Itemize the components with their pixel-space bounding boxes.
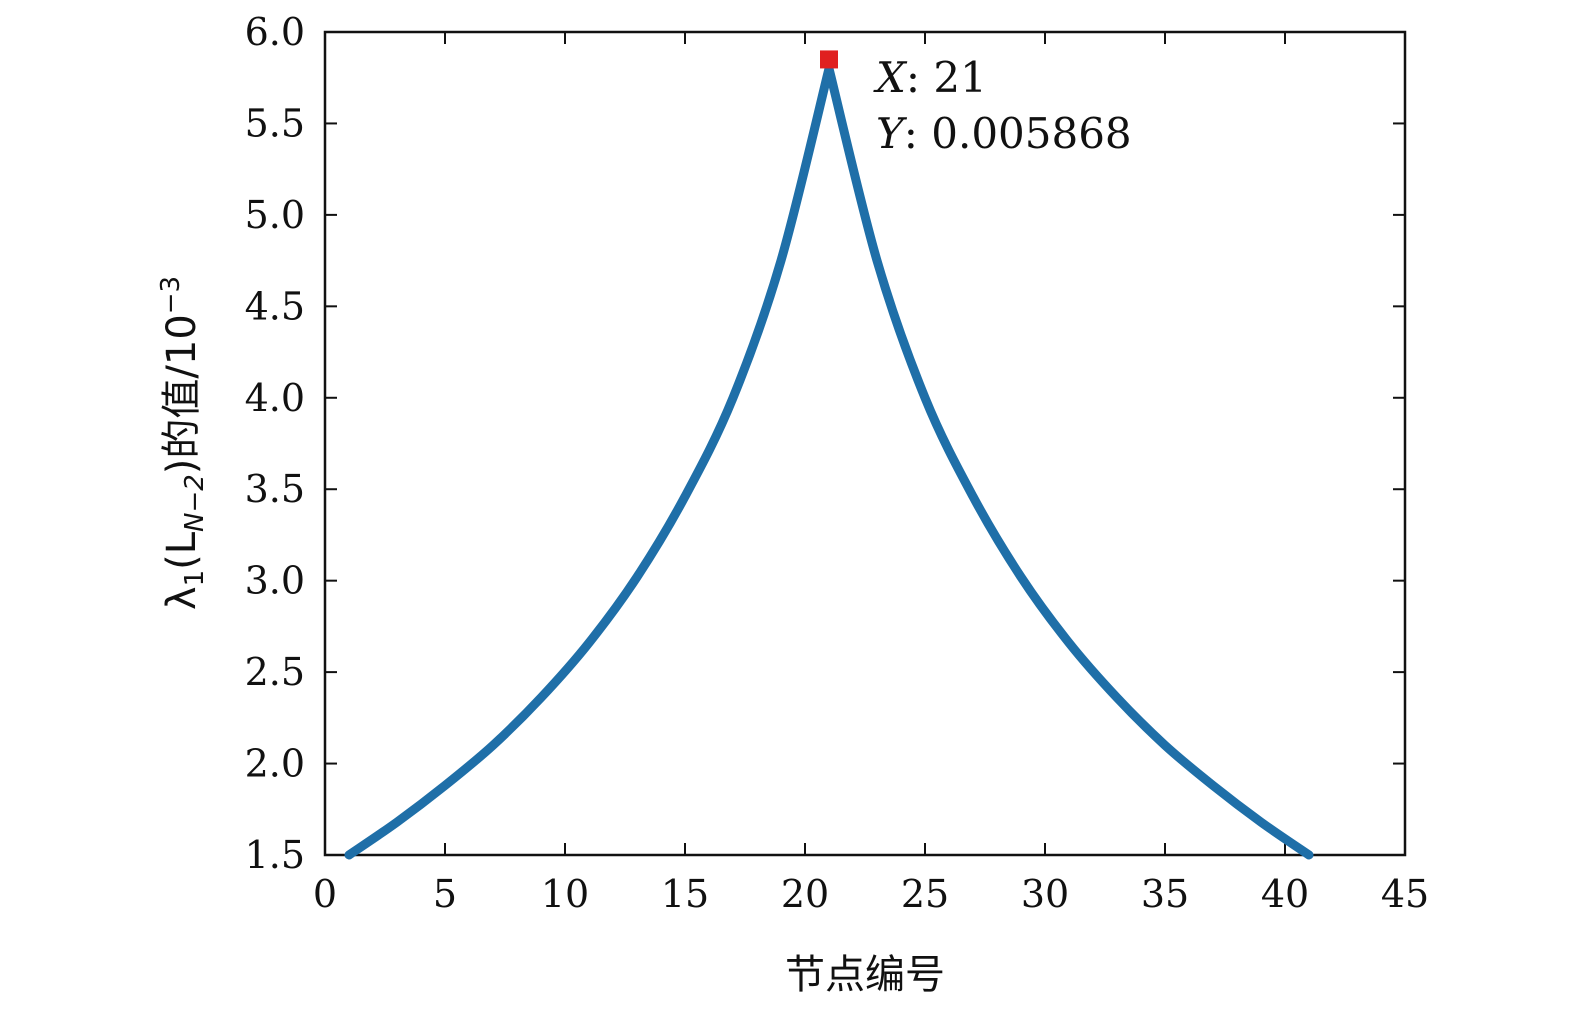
series-line — [344, 64, 1314, 860]
y-tick-label: 5.5 — [245, 101, 305, 145]
y-tick-label: 3.0 — [245, 559, 305, 603]
y-tick-label: 2.0 — [245, 742, 305, 786]
x-tick-label: 35 — [1141, 872, 1189, 916]
datatip-x-line: X: 21 — [873, 53, 987, 102]
y-title-L-sub: N−2 — [180, 474, 210, 532]
x-axis-title: 节点编号 — [785, 952, 945, 998]
y-tick-label: 6.0 — [245, 10, 305, 54]
y-tick-label: 2.5 — [245, 650, 305, 694]
x-tick-label: 15 — [661, 872, 709, 916]
x-tick-label: 30 — [1021, 872, 1069, 916]
y-tick-label: 3.5 — [245, 467, 305, 511]
datatip-y-line: Y: 0.005868 — [876, 109, 1132, 158]
datatip-marker — [820, 50, 838, 69]
y-title-exp: −3 — [156, 276, 186, 314]
x-tick-label: 0 — [313, 872, 337, 916]
x-axis: 0 5 10 15 20 25 30 35 40 45 — [313, 32, 1429, 916]
y-axis: 1.5 2.0 2.5 3.0 3.5 4.0 4.5 5.0 5.5 6.0 — [245, 10, 1405, 877]
y-tick-label: 5.0 — [245, 193, 305, 237]
x-tick-label: 45 — [1381, 872, 1429, 916]
y-title-open: (L — [159, 531, 205, 570]
y-tick-label: 4.5 — [245, 284, 305, 328]
y-tick-label: 4.0 — [245, 376, 305, 420]
y-tick-label: 1.5 — [245, 833, 305, 877]
y-title-lambda: λ — [159, 586, 205, 610]
datatip-x-value: 21 — [933, 53, 986, 102]
x-tick-label: 10 — [541, 872, 589, 916]
datatip-y-value: 0.005868 — [931, 109, 1131, 158]
datatip-x-key: X — [873, 53, 908, 102]
x-tick-label: 20 — [781, 872, 829, 916]
x-tick-label: 25 — [901, 872, 949, 916]
y-axis-title: λ1(LN−2)的值/10−3 — [156, 276, 210, 610]
x-tick-label: 5 — [433, 872, 457, 916]
plot-frame — [323, 30, 1407, 857]
x-tick-label: 40 — [1261, 872, 1309, 916]
y-title-close: )的值/10 — [159, 314, 205, 474]
datatip-y-key: Y — [876, 109, 908, 158]
y-title-lambda-sub: 1 — [180, 570, 210, 587]
